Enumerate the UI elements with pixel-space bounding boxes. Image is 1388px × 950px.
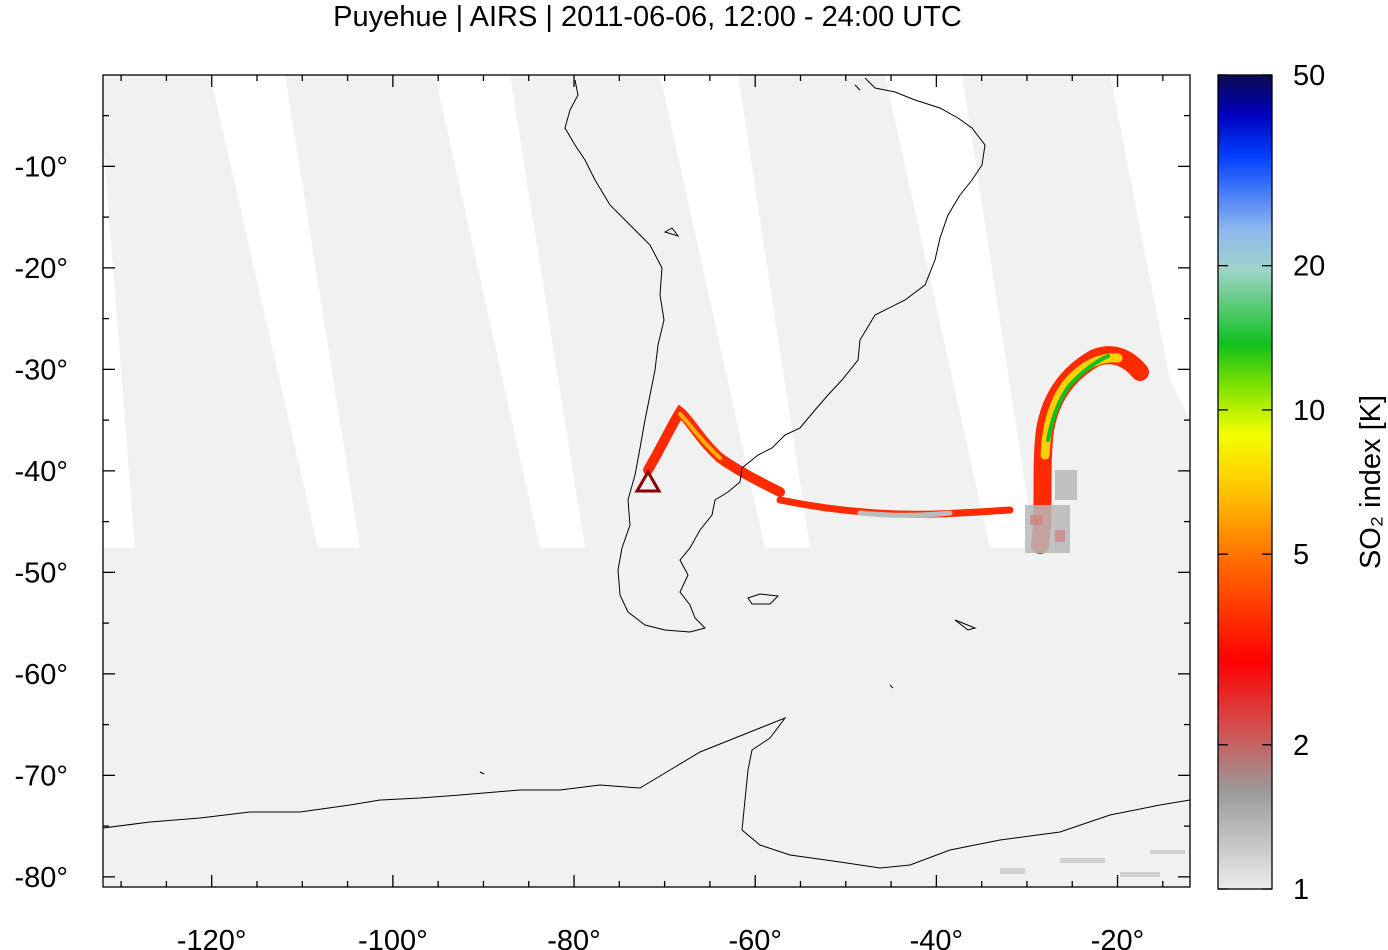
axis-ticks — [103, 75, 1190, 887]
y-tick-label: -50° — [14, 557, 68, 589]
colorbar-tick-label: 2 — [1293, 730, 1309, 762]
page-title: Puyehue | AIRS | 2011-06-06, 12:00 - 24:… — [333, 1, 962, 33]
coastline-south-america — [564, 77, 986, 633]
y-tick-label: -70° — [14, 760, 68, 792]
colorbar-tick-label: 50 — [1293, 60, 1325, 92]
x-tick-label: -20° — [1091, 925, 1145, 950]
plot-frame — [102, 74, 1191, 888]
y-tick-label: -40° — [14, 456, 68, 488]
y-tick-label: -10° — [14, 151, 68, 183]
colorbar-tick-label: 10 — [1293, 395, 1325, 427]
colorbar-tick-label: 5 — [1293, 539, 1309, 571]
so2-plume — [643, 346, 1185, 877]
x-tick-label: -60° — [728, 925, 782, 950]
coastline-south-georgia — [954, 619, 977, 631]
x-tick-label: -100° — [358, 925, 428, 950]
coastline-falklands — [747, 593, 780, 605]
noise-antarctic — [1000, 850, 1185, 877]
colorbar-tick-label: 1 — [1293, 874, 1309, 906]
coastline-antarctica — [103, 716, 1190, 869]
swath-gap-0 — [103, 360, 135, 548]
swath-gaps — [103, 75, 1190, 548]
y-axis-labels: -10° -20° -30° -40° -50° -60° -70° -80° — [14, 151, 68, 894]
swath-gap-5 — [1110, 75, 1190, 420]
swath-gap-3 — [660, 75, 810, 548]
coastlines — [103, 77, 1190, 869]
y-tick-label: -80° — [14, 862, 68, 894]
colorbar-tick-label: 20 — [1293, 251, 1325, 283]
swath-gap-2 — [435, 75, 585, 548]
x-tick-label: -120° — [177, 925, 247, 950]
x-tick-label: -80° — [547, 925, 601, 950]
swath-gap-4 — [885, 75, 1035, 548]
swath-gap-1 — [210, 75, 360, 548]
colorbar-ticks — [1218, 74, 1272, 890]
colorbar-labels: 50 20 10 5 2 1 — [1293, 60, 1325, 906]
triangle-icon — [634, 469, 662, 493]
y-tick-label: -60° — [14, 659, 68, 691]
x-tick-label: -40° — [910, 925, 964, 950]
y-tick-label: -20° — [14, 253, 68, 285]
colorbar — [1217, 74, 1273, 890]
plume-low-values — [1025, 470, 1077, 553]
x-axis-labels: -120° -100° -80° -60° -40° -20° — [177, 925, 1144, 950]
coastline-islands — [479, 84, 894, 775]
y-tick-label: -30° — [14, 354, 68, 386]
colorbar-title: SO₂ index [K] — [1355, 395, 1387, 569]
